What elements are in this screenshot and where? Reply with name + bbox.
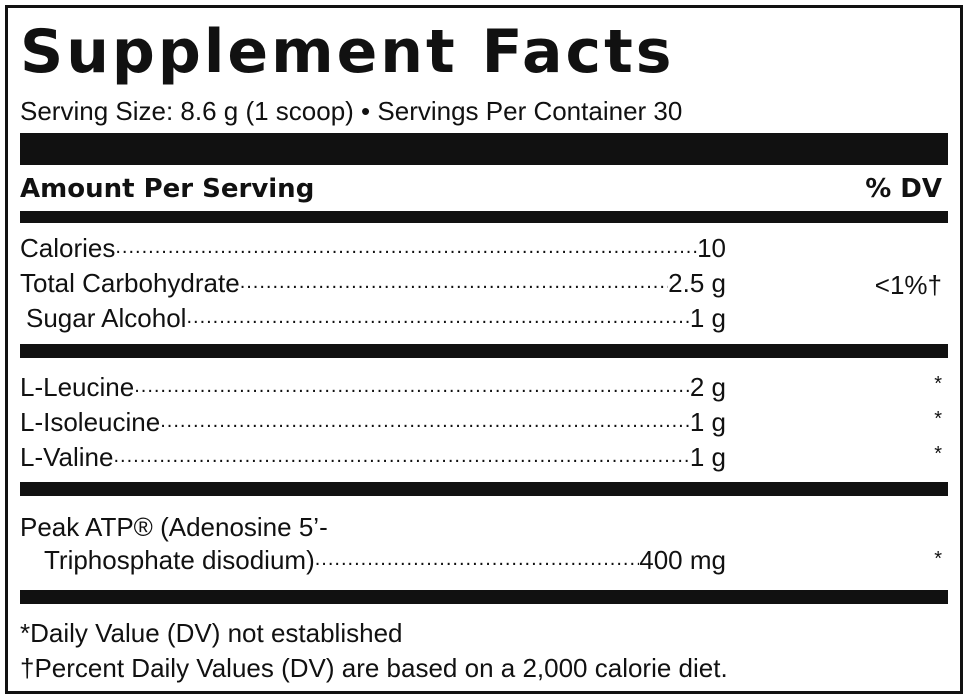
nutrient-row-sugar-alcohol: Sugar Alcohol 1 g	[20, 302, 726, 334]
leader-dots	[315, 549, 640, 569]
nutrient-dv-peak-atp: *	[934, 548, 942, 570]
leader-dots	[186, 307, 689, 327]
leader-dots	[240, 272, 668, 292]
panel-title: Supplement Facts	[20, 17, 675, 87]
supplement-facts-panel: Supplement Facts Serving Size: 8.6 g (1 …	[5, 5, 963, 694]
leader-dots	[160, 411, 690, 431]
nutrient-dv-l-isoleucine: *	[934, 408, 942, 430]
nutrient-amount: 10	[697, 233, 726, 263]
nutrient-amount: 1 g	[689, 442, 726, 472]
footnote-dv-not-established: *Daily Value (DV) not established	[20, 618, 403, 648]
nutrient-dv-l-leucine: *	[934, 373, 942, 395]
nutrient-amount: 2.5 g	[668, 268, 726, 298]
nutrient-name: L-Valine	[20, 442, 114, 472]
nutrient-name: L-Leucine	[20, 372, 135, 402]
nutrient-amount: 1 g	[689, 303, 726, 333]
nutrient-name: Total Carbohydrate	[20, 268, 240, 298]
nutrient-name: Calories	[20, 233, 116, 263]
leader-dots	[113, 446, 689, 466]
nutrient-amount: 400 mg	[639, 545, 726, 575]
leader-dots	[134, 376, 690, 396]
nutrient-row-calories: Calories 10	[20, 232, 726, 264]
nutrient-row-total-carbohydrate: Total Carbohydrate 2.5 g	[20, 267, 726, 299]
nutrient-row-peak-atp: Triphosphate disodium) 400 mg	[20, 544, 726, 576]
medium-divider	[20, 211, 948, 223]
serving-info: Serving Size: 8.6 g (1 scoop) • Servings…	[20, 96, 683, 126]
amount-per-serving-header: Amount Per Serving	[20, 174, 315, 204]
nutrient-dv-total-carbohydrate: <1%†	[874, 270, 942, 300]
nutrient-row-l-valine: L-Valine 1 g	[20, 441, 726, 473]
nutrient-name: Sugar Alcohol	[26, 303, 187, 333]
nutrient-dv-l-valine: *	[934, 443, 942, 465]
dv-header: % DV	[865, 174, 942, 204]
nutrient-row-l-leucine: L-Leucine 2 g	[20, 371, 726, 403]
nutrient-name: L-Isoleucine	[20, 407, 161, 437]
thick-divider	[20, 133, 948, 165]
panel-inner: Supplement Facts Serving Size: 8.6 g (1 …	[20, 8, 948, 691]
medium-divider	[20, 344, 948, 358]
ingredient-name-line1: Peak ATP® (Adenosine 5’-	[20, 512, 328, 542]
nutrient-row-l-isoleucine: L-Isoleucine 1 g	[20, 406, 726, 438]
medium-divider	[20, 590, 948, 604]
leader-dots	[115, 237, 697, 257]
nutrient-name: Triphosphate disodium)	[44, 545, 315, 575]
nutrient-amount: 1 g	[689, 407, 726, 437]
medium-divider	[20, 482, 948, 496]
footnote-percent-dv: †Percent Daily Values (DV) are based on …	[20, 653, 728, 683]
nutrient-amount: 2 g	[689, 372, 726, 402]
